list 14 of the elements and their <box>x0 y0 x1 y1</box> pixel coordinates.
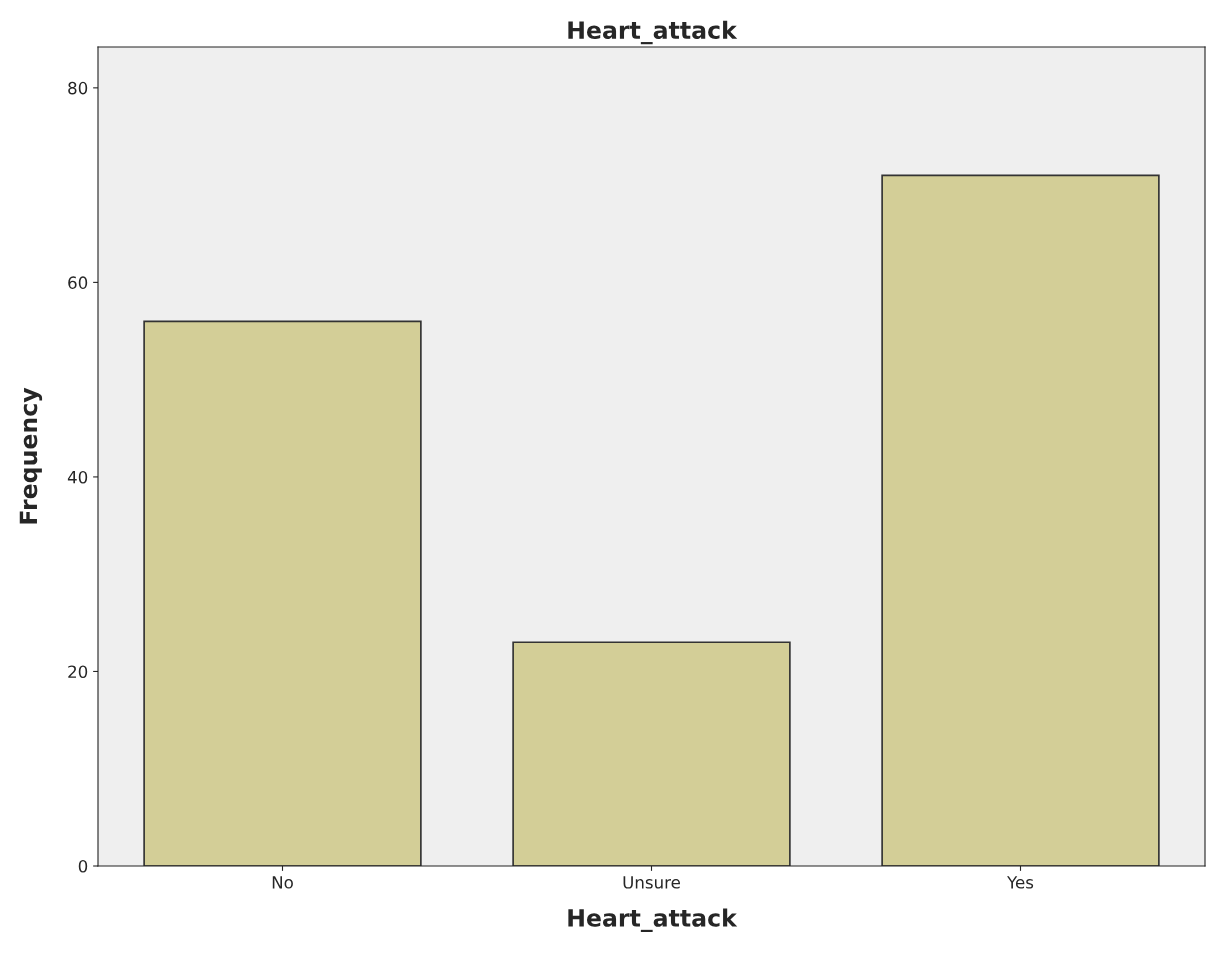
y-tick-label: 80 <box>68 81 88 95</box>
bar <box>881 174 1160 866</box>
y-tick-label: 60 <box>68 276 88 289</box>
bar <box>143 320 422 866</box>
y-tick-label: 20 <box>68 665 88 679</box>
y-tick-label: 40 <box>67 470 88 484</box>
y-tick-label: 0 <box>78 859 88 873</box>
x-tick-label: Yes <box>1007 876 1034 889</box>
x-axis-title: Heart_attack <box>568 908 738 933</box>
y-axis-title: Frequency <box>19 387 43 524</box>
chart-title: Heart_attack <box>568 20 738 45</box>
x-tick-label: Unsure <box>623 876 680 889</box>
x-tick-label: No <box>272 876 293 889</box>
bar <box>512 641 791 866</box>
